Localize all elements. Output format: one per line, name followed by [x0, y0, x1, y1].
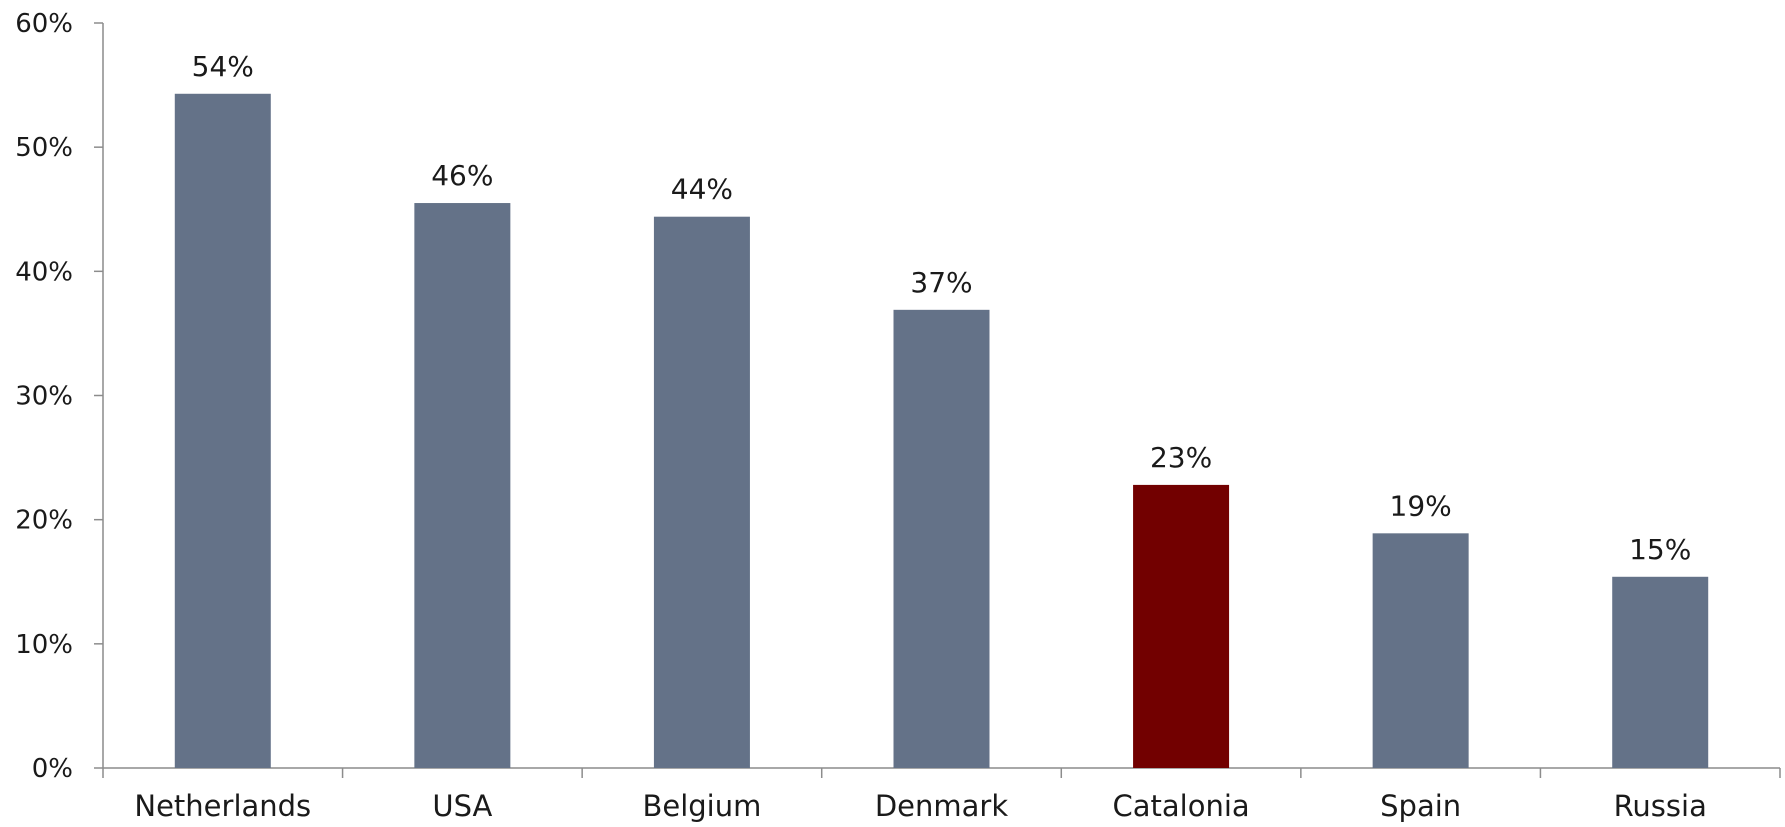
data-label-netherlands: 54% [192, 50, 254, 83]
y-axis: 0% 10% 20% 30% 40% 50% 60% [15, 9, 104, 784]
data-label-russia: 15% [1629, 533, 1691, 566]
x-category-label: USA [432, 789, 492, 823]
x-category-label: Denmark [875, 789, 1008, 823]
x-category-label: Netherlands [134, 789, 311, 823]
y-tick-label: 60% [15, 9, 73, 39]
bars [174, 93, 1709, 768]
y-tick-label: 10% [15, 630, 73, 660]
x-category-label: Catalonia [1112, 789, 1249, 823]
bar-netherlands [174, 93, 271, 768]
y-tick-label: 50% [15, 133, 73, 163]
bar-usa [414, 203, 511, 768]
data-label-spain: 19% [1390, 489, 1452, 522]
y-tick-label: 0% [32, 754, 73, 784]
bar-belgium [653, 216, 750, 768]
x-axis: Netherlands USA Belgium Denmark Catalonia Spa… [102, 767, 1781, 823]
data-labels: 54% 46% 44% 37% 23% 19% 15% [192, 50, 1692, 566]
x-category-label: Spain [1380, 789, 1461, 823]
data-label-catalonia: 23% [1150, 441, 1212, 474]
x-category-label: Russia [1614, 789, 1707, 823]
bar-denmark [893, 309, 990, 768]
bar-russia [1612, 576, 1709, 768]
y-tick-label: 20% [15, 506, 73, 536]
x-category-label: Belgium [642, 789, 761, 823]
data-label-usa: 46% [431, 159, 493, 192]
y-tick-label: 30% [15, 382, 73, 412]
data-label-belgium: 44% [671, 173, 733, 206]
data-label-denmark: 37% [910, 266, 972, 299]
bar-spain [1372, 533, 1469, 768]
y-tick-label: 40% [15, 257, 73, 287]
bar-catalonia [1133, 484, 1230, 768]
